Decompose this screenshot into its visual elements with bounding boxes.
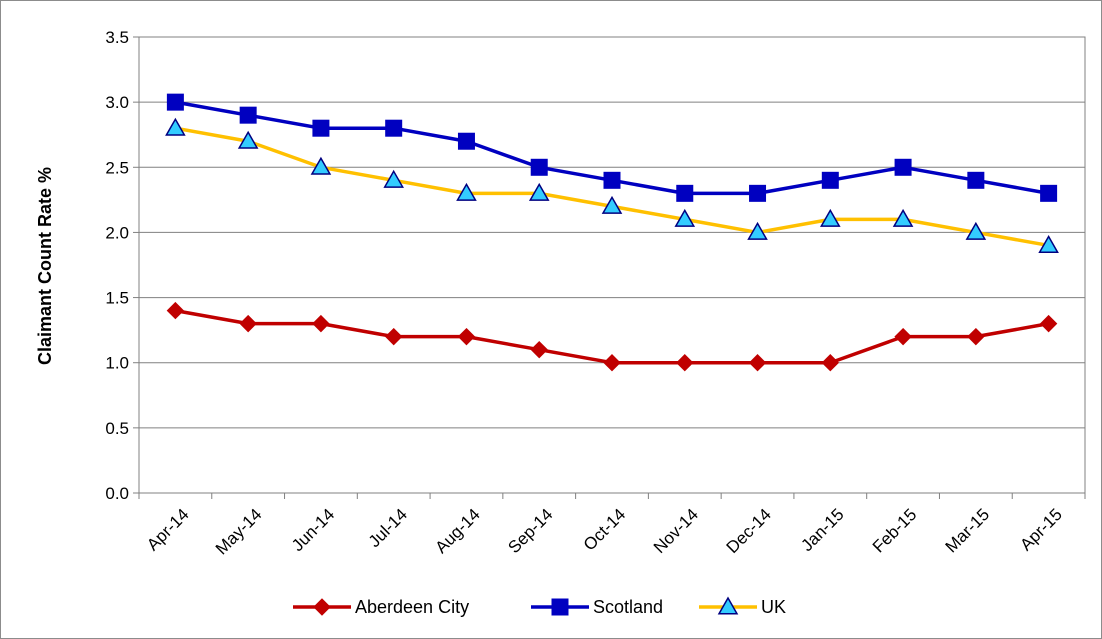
data-point-0-2 [312, 314, 330, 333]
y-tick-label: 3.0 [105, 93, 129, 112]
y-axis-title: Claimant Count Rate % [35, 167, 55, 365]
legend-marker-2 [717, 596, 739, 615]
data-point-0-1 [239, 314, 257, 333]
data-point-0-5 [530, 340, 548, 359]
data-point-1-0 [166, 93, 184, 111]
plot-area-border [138, 36, 1086, 494]
data-point-2-9 [820, 208, 841, 227]
legend-label-0: Aberdeen City [355, 597, 469, 617]
series-1 [166, 93, 1058, 202]
data-point-2-5 [528, 182, 550, 201]
data-point-2-11 [965, 221, 987, 240]
x-tick-label: May-14 [212, 505, 266, 559]
data-point-0-0 [166, 301, 185, 320]
data-point-1-10 [894, 158, 912, 176]
data-point-0-9 [821, 354, 840, 372]
data-point-2-0 [165, 117, 186, 136]
data-point-0-12 [1039, 314, 1058, 333]
x-tick-label: Jan-15 [797, 505, 847, 555]
data-point-1-9 [821, 171, 839, 189]
legend-marker-0 [313, 598, 331, 616]
x-tick-label: Sep-14 [504, 505, 556, 557]
series-0 [166, 301, 1058, 372]
y-axis-ticks: 0.0 0.5 1.0 1.5 2.0 2.5 3.0 3.5 [105, 28, 139, 503]
legend-marker-1 [551, 598, 569, 616]
data-point-1-5 [530, 158, 548, 176]
data-point-2-8 [747, 221, 768, 240]
data-point-1-8 [749, 184, 767, 202]
data-point-2-3 [383, 169, 404, 188]
x-tick-label: Aug-14 [432, 505, 484, 557]
x-tick-label: Apr-14 [143, 505, 193, 555]
gridlines [138, 36, 1086, 494]
y-tick-label: 0.0 [105, 484, 129, 503]
x-tick-label: Jul-14 [365, 505, 411, 551]
legend: Aberdeen City Scotland UK [293, 596, 786, 617]
data-point-0-11 [967, 327, 985, 346]
data-point-0-8 [748, 354, 767, 372]
legend-entry-1: Scotland [531, 597, 663, 617]
legend-entry-0: Aberdeen City [293, 597, 469, 617]
legend-label-1: Scotland [593, 597, 663, 617]
y-tick-label: 1.0 [105, 354, 129, 373]
y-tick-label: 2.0 [105, 223, 129, 242]
x-tick-label: Apr-15 [1016, 505, 1066, 555]
legend-entry-2: UK [699, 596, 786, 617]
y-tick-label: 3.5 [105, 28, 129, 47]
data-point-0-10 [894, 327, 912, 346]
data-point-2-6 [601, 195, 623, 214]
x-tick-label: Dec-14 [723, 505, 775, 557]
data-point-0-3 [384, 327, 403, 346]
data-point-0-7 [676, 354, 694, 372]
data-point-0-4 [457, 327, 476, 346]
data-point-2-4 [456, 182, 477, 201]
data-point-2-12 [1038, 234, 1059, 253]
x-tick-label: Feb-15 [869, 505, 921, 557]
x-tick-label: Jun-14 [288, 505, 338, 555]
data-point-2-2 [310, 156, 332, 175]
data-point-1-3 [385, 119, 403, 137]
data-point-0-6 [603, 354, 621, 372]
legend-label-2: UK [761, 597, 786, 617]
data-point-1-11 [967, 171, 985, 189]
series [165, 93, 1059, 372]
x-tick-label: Nov-14 [650, 505, 702, 557]
series-2 [165, 117, 1059, 253]
data-point-1-6 [603, 171, 621, 189]
y-tick-label: 0.5 [105, 419, 129, 438]
data-point-1-7 [676, 184, 694, 202]
x-axis-ticks: Apr-14 May-14 Jun-14 Jul-14 Aug-14 Sep-14 Oct-… [138, 493, 1086, 559]
data-point-1-1 [239, 106, 257, 124]
x-tick-label: Oct-14 [580, 505, 630, 555]
data-point-1-12 [1040, 184, 1058, 202]
x-tick-label: Mar-15 [942, 505, 994, 557]
y-tick-label: 1.5 [105, 289, 129, 308]
data-point-2-10 [892, 208, 914, 227]
data-point-2-7 [674, 208, 696, 227]
y-tick-label: 2.5 [105, 158, 129, 177]
data-point-1-4 [457, 132, 475, 150]
data-point-2-1 [237, 130, 259, 149]
data-point-1-2 [312, 119, 330, 137]
